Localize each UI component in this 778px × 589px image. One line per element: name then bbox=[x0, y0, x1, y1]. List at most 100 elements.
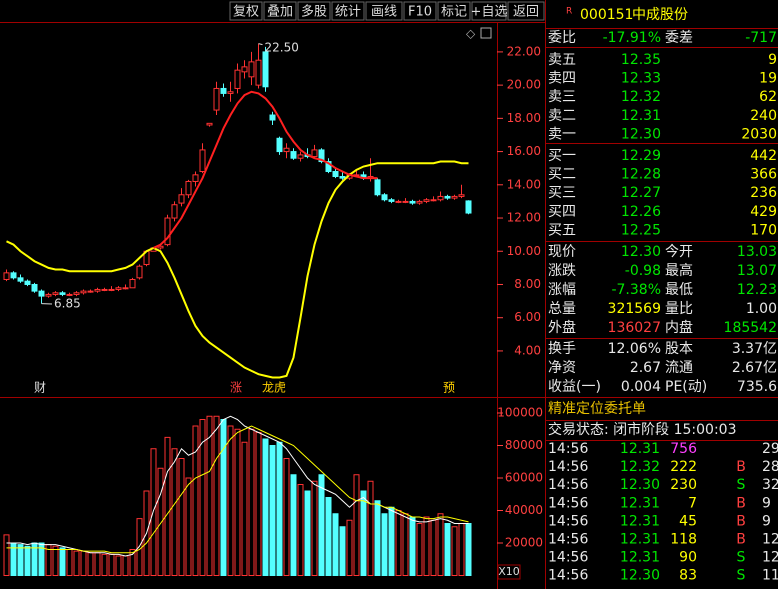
candle-body bbox=[10, 272, 17, 279]
candle-body bbox=[136, 265, 143, 279]
volume-bar bbox=[283, 458, 290, 576]
toolbar-button[interactable] bbox=[229, 1, 263, 21]
toolbar-button[interactable] bbox=[507, 1, 545, 21]
volume-bar bbox=[297, 484, 304, 576]
quote-text: 32 bbox=[762, 477, 778, 493]
quote-text: 12.30 bbox=[620, 477, 660, 493]
candle-body bbox=[213, 87, 220, 111]
quote-text: 0.004 bbox=[621, 379, 661, 395]
event-marker[interactable]: 财 bbox=[34, 381, 46, 395]
candle-body bbox=[66, 293, 73, 296]
quote-text: 9 bbox=[762, 495, 771, 511]
toolbar-label[interactable]: 返回 bbox=[513, 5, 539, 20]
quote-text: 12.26 bbox=[621, 204, 661, 220]
volume-bar bbox=[304, 490, 311, 576]
toolbar-button[interactable] bbox=[437, 1, 471, 21]
volume-bar bbox=[59, 547, 66, 576]
icon bbox=[480, 27, 492, 39]
volume-bar bbox=[185, 477, 192, 576]
volume-bar bbox=[171, 448, 178, 576]
toolbar-button[interactable] bbox=[471, 1, 507, 21]
quote-text: 62 bbox=[759, 89, 777, 105]
toolbar-button[interactable] bbox=[403, 1, 437, 21]
quote-text: 12.32 bbox=[621, 89, 661, 105]
candle-body bbox=[52, 292, 59, 295]
volume-bar bbox=[80, 550, 87, 576]
volume-bar bbox=[353, 474, 360, 576]
candle-body bbox=[199, 149, 206, 173]
quote-text: 12.28 bbox=[621, 167, 661, 183]
quote-text: 买五 bbox=[548, 222, 576, 238]
toolbar-label[interactable]: 多股 bbox=[301, 4, 327, 20]
candle-body bbox=[430, 199, 437, 202]
y-tick-label: 4.00 bbox=[514, 343, 541, 357]
candle-body bbox=[185, 180, 192, 196]
candle-body bbox=[325, 161, 332, 173]
quote-text: 45 bbox=[679, 513, 697, 529]
quote-text: 内盘 bbox=[665, 319, 693, 336]
quote-text: 精准定位委托单 bbox=[548, 401, 646, 417]
volume-tick-label: 80000 bbox=[505, 438, 543, 452]
quote-text: 3.37亿 bbox=[732, 341, 777, 357]
candle-body bbox=[290, 151, 297, 159]
volume-bar bbox=[290, 474, 297, 576]
toolbar-button[interactable] bbox=[263, 1, 297, 21]
event-marker[interactable]: 预 bbox=[443, 381, 455, 395]
volume-bar bbox=[108, 553, 115, 576]
toolbar-button[interactable] bbox=[331, 1, 365, 21]
volume-tick-label: 20000 bbox=[505, 536, 543, 550]
quote-text: 19 bbox=[759, 71, 777, 87]
toolbar-button[interactable] bbox=[297, 1, 331, 21]
quote-text: 118 bbox=[670, 532, 697, 548]
quote-text: 12.30 bbox=[621, 126, 661, 142]
toolbar-label[interactable]: 画线 bbox=[371, 5, 397, 20]
volume-bar bbox=[332, 513, 339, 576]
volume-bar bbox=[388, 506, 395, 576]
quote-text: 12.30 bbox=[621, 244, 661, 260]
quote-text: 230 bbox=[670, 477, 697, 493]
volume-bar bbox=[38, 542, 45, 576]
event-marker[interactable]: 龙虎 bbox=[262, 381, 286, 395]
toolbar-label[interactable]: 标记 bbox=[441, 5, 467, 20]
candle-body bbox=[241, 66, 248, 73]
volume-bar bbox=[164, 436, 171, 576]
quote-text: 流通 bbox=[665, 360, 693, 376]
toolbar-label[interactable]: 叠加 bbox=[267, 5, 293, 20]
quote-text: 卖二 bbox=[548, 108, 576, 124]
toolbar-label[interactable]: 统计 bbox=[335, 5, 361, 20]
quote-text: 12.27 bbox=[621, 185, 661, 201]
volume-bar bbox=[381, 513, 388, 576]
y-tick-label: 8.00 bbox=[514, 277, 541, 291]
quote-text: 12.31 bbox=[620, 495, 660, 511]
volume-bar bbox=[360, 490, 367, 576]
candle-body bbox=[94, 288, 101, 292]
event-marker[interactable]: 涨 bbox=[230, 380, 242, 395]
volume-bar bbox=[129, 549, 136, 576]
quote-text: 委差 bbox=[665, 30, 693, 46]
quote-text: 240 bbox=[750, 108, 777, 124]
toolbar-label[interactable]: 复权 bbox=[233, 4, 259, 20]
toolbar-button[interactable] bbox=[365, 1, 403, 21]
volume-bar bbox=[24, 545, 31, 576]
quote-text: 涨跌 bbox=[548, 263, 576, 279]
quote-text: 卖三 bbox=[548, 89, 576, 105]
quote-text: 卖四 bbox=[548, 71, 576, 87]
quote-text: 12.31 bbox=[621, 108, 661, 124]
candle-body bbox=[164, 217, 171, 246]
y-tick-label: 16.00 bbox=[507, 144, 541, 158]
quote-text: 14:56 bbox=[548, 459, 588, 475]
quote-text: 83 bbox=[679, 568, 697, 584]
candle-body bbox=[227, 91, 234, 94]
quote-text: 29 bbox=[762, 441, 778, 457]
toolbar-label[interactable]: F10 bbox=[408, 5, 432, 20]
candle-body bbox=[444, 195, 451, 199]
quote-text: -7.38% bbox=[611, 282, 661, 298]
quote-text: 今开 bbox=[665, 244, 693, 260]
quote-text: 买三 bbox=[548, 185, 576, 201]
toolbar-label[interactable]: +自选 bbox=[471, 5, 508, 20]
quote-text: 12.25 bbox=[621, 222, 661, 238]
candle-body bbox=[388, 199, 395, 202]
y-tick-label: 22.00 bbox=[507, 44, 541, 58]
candle-body bbox=[458, 194, 465, 197]
quote-text: 90 bbox=[679, 550, 697, 566]
